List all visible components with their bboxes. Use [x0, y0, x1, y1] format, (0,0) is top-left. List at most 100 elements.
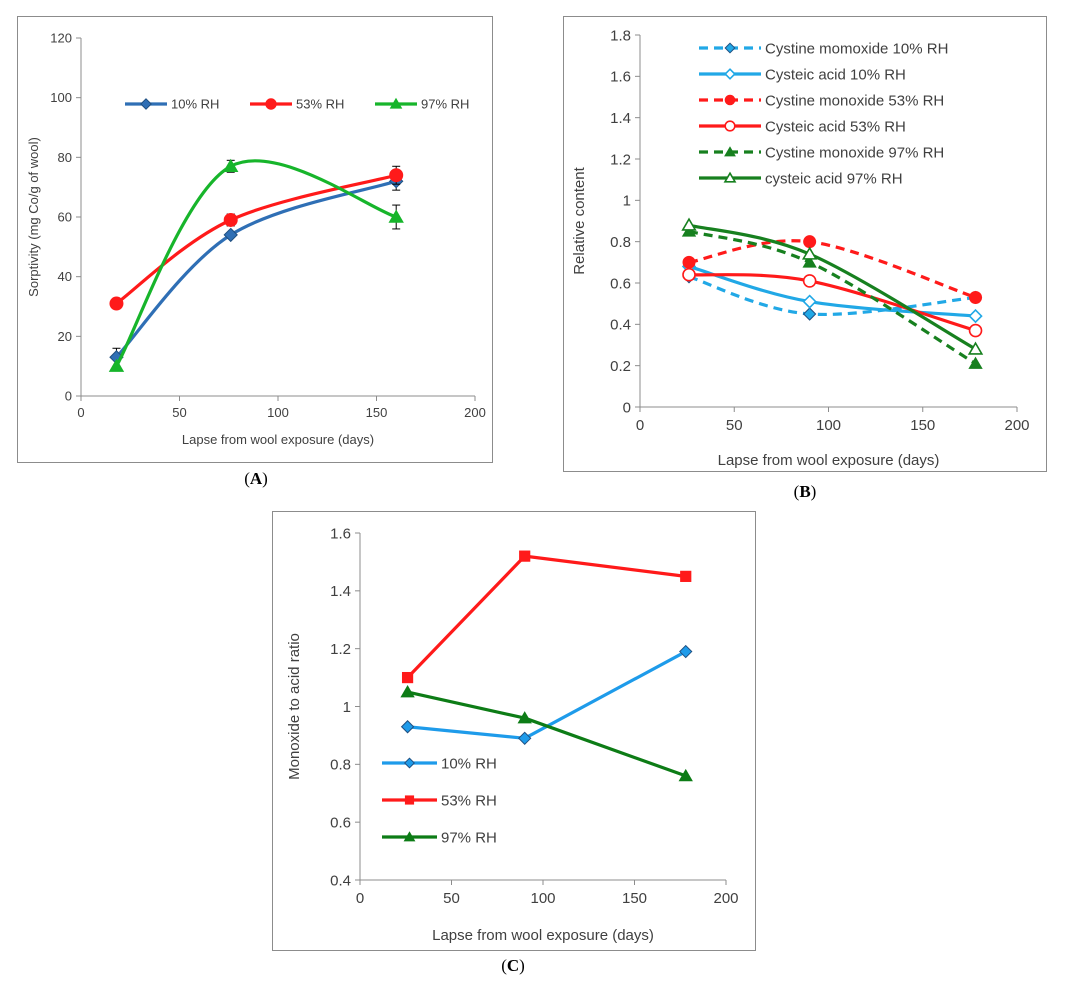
chart-b-legend-marker	[724, 94, 736, 106]
chart-b-point	[968, 308, 983, 324]
chart-b-point	[682, 255, 696, 269]
chart-b-point	[802, 255, 817, 268]
chart-a-x-tick-label: 50	[172, 405, 186, 420]
chart-c-x-tick-label: 50	[443, 890, 460, 907]
chart-a-point	[223, 158, 239, 172]
chart-b-legend-label: cysteic acid 97% RH	[765, 170, 903, 187]
chart-c-legend-label: 97% RH	[441, 829, 497, 846]
chart-b-series-1-line	[688, 275, 976, 317]
chart-a-x-tick-label: 200	[464, 405, 486, 420]
chart-c-x-tick-label: 200	[713, 890, 738, 907]
chart-b-point	[969, 290, 983, 304]
chart-c-point	[400, 685, 415, 698]
chart-b-legend-marker	[724, 146, 736, 157]
chart-b-svg: 0 0.2 0.4 0.6 0.8 1 1.2 1.4 1.6 1.8 0 50 100 150 200 La…	[571, 27, 1030, 469]
chart-c-legend-label: 10% RH	[441, 755, 497, 772]
chart-a-legend-label: 97% RH	[421, 97, 469, 112]
caption-a: (A)	[244, 469, 268, 488]
chart-c-point	[517, 731, 532, 746]
chart-c-y-tick-label: 1	[343, 699, 351, 716]
chart-b-legend-label: Cystine monoxide 97% RH	[765, 144, 944, 161]
chart-b-legend-label: Cysteic acid 10% RH	[765, 66, 906, 83]
chart-a-y-tick-label: 60	[58, 210, 72, 225]
caption-a-letter: A	[249, 469, 263, 488]
chart-panel-b: 0 0.2 0.4 0.6 0.8 1 1.2 1.4 1.6 1.8 0 50 100 150 200 La…	[563, 16, 1047, 472]
chart-b-legend-marker	[724, 120, 736, 132]
chart-a-x-axis-label: Lapse from wool exposure (days)	[182, 432, 374, 447]
chart-c-legend-marker	[403, 757, 416, 769]
chart-a-point	[223, 227, 238, 243]
chart-a-x-tick-label: 150	[366, 405, 388, 420]
chart-c-y-tick-label: 0.4	[330, 872, 351, 889]
chart-a-y-tick-label: 0	[65, 389, 72, 404]
chart-a-x-tick-label: 100	[267, 405, 289, 420]
chart-panel-c: 0.4 0.6 0.8 1 1.2 1.4 1.6 0 50 100 150 200 Lapse fro…	[272, 511, 756, 951]
chart-b-x-tick-label: 150	[910, 417, 935, 434]
chart-b-point	[802, 294, 817, 309]
chart-c-legend-marker	[404, 795, 415, 805]
chart-c-x-tick-label: 150	[622, 890, 647, 907]
chart-c-point	[400, 720, 415, 734]
chart-a-point	[109, 296, 124, 311]
chart-a-y-tick-label: 40	[58, 269, 72, 284]
chart-b-point	[802, 307, 817, 321]
chart-a-legend-marker	[140, 98, 152, 110]
chart-b-y-tick-label: 0.6	[610, 275, 631, 292]
chart-b-point	[801, 246, 818, 260]
chart-c-series-2-line	[406, 554, 686, 679]
chart-c-x-tick-label: 0	[356, 890, 364, 907]
chart-a-legend-marker	[265, 98, 277, 110]
chart-a-y-tick-label: 20	[58, 329, 72, 344]
chart-a-y-tick-label: 100	[50, 90, 72, 105]
chart-a-svg: 0 20 40 60 80 100 120 0 50 100 150 200 Lapse from wo…	[26, 31, 486, 447]
caption-b: (B)	[793, 482, 817, 501]
chart-a-legend-label: 53% RH	[296, 97, 344, 112]
chart-b-point	[681, 217, 697, 231]
chart-c-point	[678, 768, 693, 782]
chart-c-y-tick-label: 1.2	[330, 641, 351, 658]
chart-b-x-tick-label: 100	[816, 417, 841, 434]
chart-c-y-axis-label: Monoxide to acid ratio	[286, 633, 303, 780]
chart-b-y-tick-label: 1	[623, 193, 631, 210]
chart-b-x-tick-label: 200	[1004, 417, 1029, 434]
chart-b-legend-label: Cysteic acid 53% RH	[765, 118, 906, 135]
chart-b-legend-marker	[724, 42, 736, 54]
chart-b-y-tick-label: 0.2	[610, 358, 631, 375]
chart-c-legend-marker	[403, 831, 416, 842]
chart-b-legend-marker	[724, 68, 736, 80]
chart-b-series-3-line	[688, 239, 977, 299]
chart-a-point	[388, 209, 404, 223]
chart-c-legend-label: 53% RH	[441, 792, 497, 809]
chart-b-point	[682, 267, 696, 282]
chart-a-point	[389, 168, 404, 183]
chart-c-point	[680, 570, 692, 582]
caption-c-letter: C	[506, 956, 520, 975]
chart-b-y-axis-label: Relative content	[571, 166, 588, 274]
chart-b-point	[803, 235, 817, 249]
caption-c: (C)	[501, 956, 525, 975]
chart-b-y-tick-label: 0	[623, 399, 631, 416]
chart-a-point	[223, 212, 238, 227]
chart-b-point	[967, 341, 984, 355]
chart-a-legend-marker	[389, 97, 403, 109]
chart-c-y-tick-label: 1.4	[330, 583, 351, 600]
chart-c-y-tick-label: 1.6	[330, 525, 351, 542]
chart-b-y-tick-label: 0.4	[610, 317, 631, 334]
chart-b-y-tick-label: 1.8	[610, 27, 631, 44]
chart-b-series-5-line	[688, 229, 977, 365]
chart-a-x-tick-label: 0	[77, 405, 84, 420]
chart-b-y-tick-label: 0.8	[610, 234, 631, 251]
chart-a-y-tick-label: 80	[58, 150, 72, 165]
chart-b-legend-label: Cystine momoxide 10% RH	[765, 40, 948, 57]
chart-b-legend-marker	[723, 171, 737, 183]
chart-c-point	[517, 711, 532, 724]
chart-a-legend-label: 10% RH	[171, 97, 219, 112]
chart-c-point	[679, 644, 693, 659]
chart-b-x-tick-label: 50	[726, 417, 743, 434]
caption-b-letter: B	[799, 482, 811, 501]
chart-a-y-tick-label: 120	[50, 31, 72, 46]
chart-b-y-tick-label: 1.4	[610, 110, 631, 127]
chart-b-y-tick-label: 1.2	[610, 151, 631, 168]
chart-b-point	[968, 356, 983, 369]
chart-a-y-axis-label: Sorptivity (mg Co/g of wool)	[26, 137, 41, 297]
